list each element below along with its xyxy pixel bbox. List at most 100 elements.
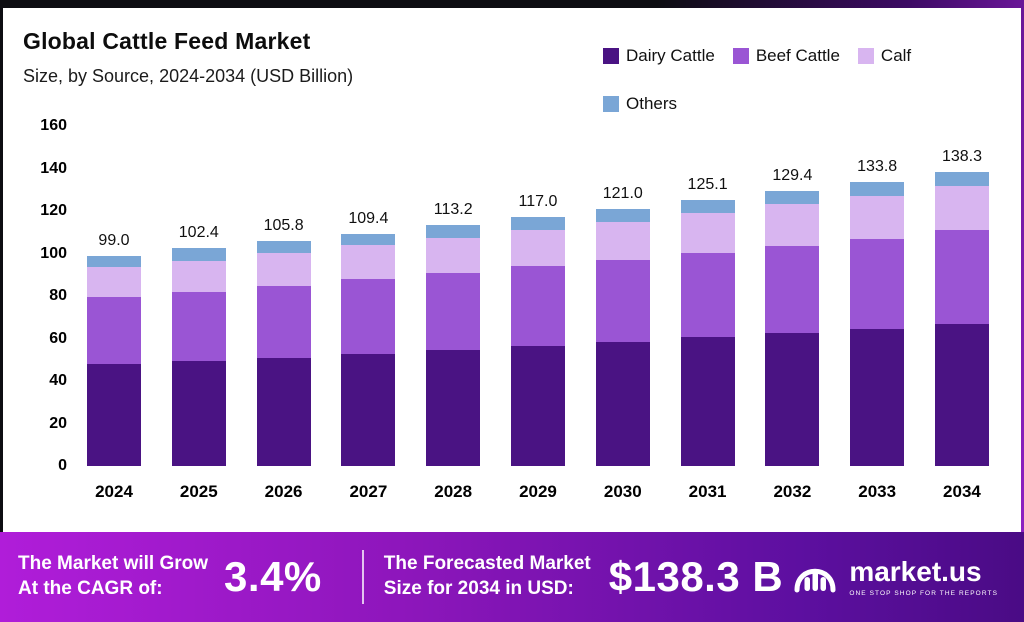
page-subtitle: Size, by Source, 2024-2034 (USD Billion) [23, 66, 354, 86]
bar-segment-others [765, 191, 820, 204]
cagr-value: 3.4% [224, 553, 322, 600]
bar-total-label: 121.0 [602, 184, 643, 202]
bar-total-label: 102.4 [178, 224, 219, 242]
bar-segment-beef-cattle [510, 266, 565, 346]
bar-total-label: 109.4 [348, 209, 389, 227]
bar-segment-others [934, 172, 989, 186]
bar-segment-others [256, 241, 311, 253]
bar-stack [850, 181, 905, 466]
legend-swatch [603, 48, 619, 64]
bar-segment-others [510, 217, 565, 231]
y-tick-label: 140 [40, 159, 67, 177]
bar-segment-dairy-cattle [426, 350, 481, 466]
bar-column: 138.3 [929, 148, 995, 466]
bar-segment-others [171, 248, 226, 261]
bar-segment-dairy-cattle [850, 328, 905, 466]
bar-segment-dairy-cattle [765, 333, 820, 466]
bar-stack [426, 225, 481, 466]
bar-segment-dairy-cattle [87, 364, 141, 466]
bar-stack [595, 208, 650, 466]
chart-card: Global Cattle Feed Market Size, by Sourc… [3, 8, 1021, 532]
bars: 99.0 102.4 105.8 109.4 113.2 117.0 121.0 125.1 1… [81, 126, 995, 466]
y-tick-label: 80 [49, 287, 67, 304]
bar-column: 129.4 [759, 167, 825, 466]
bar-segment-others [426, 225, 481, 238]
footer-banner: The Market will Grow At the CAGR of: 3.4… [0, 532, 1024, 622]
bar-segment-beef-cattle [87, 297, 141, 364]
y-tick-label: 20 [49, 414, 67, 432]
bar-segment-dairy-cattle [595, 341, 650, 466]
bar-column: 105.8 [251, 217, 317, 466]
bar-total-label: 138.3 [941, 148, 982, 166]
bar-segment-calf [341, 245, 396, 280]
forecast-label: The Forecasted Market Size for 2034 in U… [384, 552, 591, 601]
bar-segment-others [595, 208, 650, 222]
bar-segment-dairy-cattle [171, 360, 226, 466]
bar-stack [87, 255, 141, 466]
bar-segment-beef-cattle [171, 291, 226, 361]
chart-legend: Dairy Cattle Beef Cattle Calf Others [603, 46, 911, 114]
bar-segment-calf [426, 237, 481, 273]
plot-area: 99.0 102.4 105.8 109.4 113.2 117.0 121.0 125.1 1… [81, 126, 995, 466]
y-tick-label: 160 [40, 117, 67, 134]
cagr-label-line2: At the CAGR of: [18, 578, 163, 599]
bar-segment-calf [87, 267, 141, 298]
bar-column: 121.0 [590, 185, 656, 466]
forecast-value: $138.3 B [608, 553, 784, 600]
legend-row-1: Dairy Cattle Beef Cattle Calf [603, 46, 911, 66]
x-axis-label: 2031 [688, 482, 727, 501]
bar-segment-calf [510, 230, 565, 267]
brand-tagline: ONE STOP SHOP FOR THE REPORTS [849, 589, 998, 597]
x-axis-label: 2033 [858, 482, 897, 501]
bar-segment-calf [595, 221, 650, 260]
bar-total-label: 129.4 [772, 167, 813, 185]
bar-segment-calf [850, 195, 905, 239]
bar-total-label: 113.2 [433, 201, 473, 219]
bar-segment-beef-cattle [341, 279, 396, 354]
brand-logo: market.us ONE STOP SHOP FOR THE REPORTS [791, 553, 1006, 601]
bar-segment-beef-cattle [595, 259, 650, 342]
x-axis-label: 2027 [349, 482, 388, 501]
x-axis-label: 2030 [603, 482, 642, 501]
legend-label: Beef Cattle [755, 46, 840, 65]
y-tick-label: 120 [40, 202, 67, 219]
bar-stack [171, 248, 226, 466]
bar-stack [256, 241, 311, 466]
bar-column: 117.0 [505, 193, 571, 466]
bar-segment-calf [934, 185, 989, 231]
bar-total-label: 105.8 [263, 217, 304, 235]
x-axis-label: 2025 [179, 482, 218, 501]
bar-segment-dairy-cattle [341, 353, 396, 466]
x-axis-label: 2026 [264, 482, 303, 501]
market-us-logo-icon [791, 553, 839, 601]
bar-total-label: 133.8 [857, 157, 898, 175]
bar-segment-beef-cattle [850, 238, 905, 329]
bar-segment-beef-cattle [765, 246, 820, 334]
bar-segment-others [680, 200, 735, 213]
bar-segment-calf [256, 252, 311, 286]
y-tick-label: 100 [40, 244, 67, 262]
bar-stack [341, 233, 396, 466]
bar-segment-dairy-cattle [680, 337, 735, 466]
bar-stack [680, 200, 735, 466]
y-tick-label: 60 [49, 329, 67, 347]
bar-segment-others [341, 233, 396, 246]
bar-segment-calf [680, 212, 735, 254]
forecast-label-line2: Size for 2034 in USD: [383, 578, 574, 599]
brand-text: market.us ONE STOP SHOP FOR THE REPORTS [849, 555, 998, 597]
bar-segment-dairy-cattle [934, 323, 989, 466]
x-axis-labels: 2024 2025 2026 2027 2028 2029 2030 2031 2032 2033… [81, 482, 995, 502]
cagr-label-line1: The Market will Grow [18, 553, 209, 575]
legend-label: Others [626, 94, 678, 113]
bar-column: 109.4 [335, 210, 401, 466]
x-axis-label: 2032 [773, 482, 812, 501]
bar-column: 102.4 [166, 224, 232, 466]
legend-swatch [732, 48, 749, 64]
bar-stack [934, 172, 989, 466]
legend-row-2: Others [603, 94, 911, 114]
legend-label: Calf [880, 46, 912, 65]
legend-item: Calf [857, 46, 912, 66]
brand-name: market.us [849, 555, 982, 587]
x-axis-label: 2024 [95, 482, 133, 501]
